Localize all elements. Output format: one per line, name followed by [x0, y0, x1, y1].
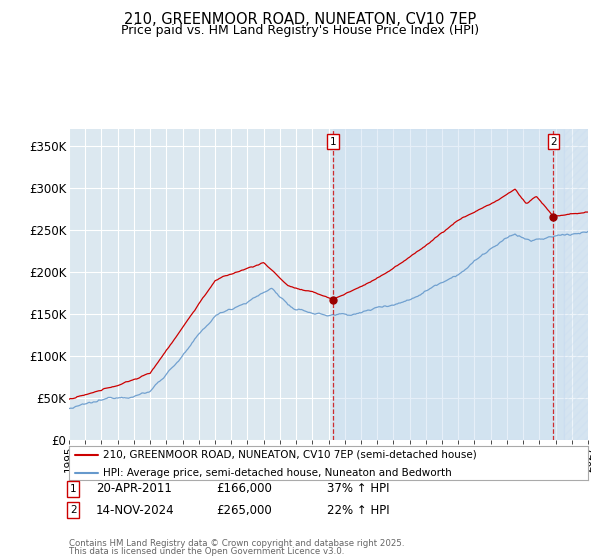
Text: HPI: Average price, semi-detached house, Nuneaton and Bedworth: HPI: Average price, semi-detached house,…	[103, 468, 451, 478]
Bar	[563, 129, 588, 440]
Text: £166,000: £166,000	[216, 482, 272, 496]
Text: 2: 2	[70, 505, 77, 515]
Text: Contains HM Land Registry data © Crown copyright and database right 2025.: Contains HM Land Registry data © Crown c…	[69, 539, 404, 548]
Text: This data is licensed under the Open Government Licence v3.0.: This data is licensed under the Open Gov…	[69, 547, 344, 556]
Text: Price paid vs. HM Land Registry's House Price Index (HPI): Price paid vs. HM Land Registry's House …	[121, 24, 479, 37]
Text: 14-NOV-2024: 14-NOV-2024	[96, 503, 175, 517]
Text: 210, GREENMOOR ROAD, NUNEATON, CV10 7EP (semi-detached house): 210, GREENMOOR ROAD, NUNEATON, CV10 7EP …	[103, 450, 476, 460]
Text: 1: 1	[330, 137, 337, 147]
Text: £265,000: £265,000	[216, 503, 272, 517]
Text: 20-APR-2011: 20-APR-2011	[96, 482, 172, 496]
Text: 22% ↑ HPI: 22% ↑ HPI	[327, 503, 389, 517]
Text: 210, GREENMOOR ROAD, NUNEATON, CV10 7EP: 210, GREENMOOR ROAD, NUNEATON, CV10 7EP	[124, 12, 476, 27]
Text: 2: 2	[550, 137, 557, 147]
Text: 37% ↑ HPI: 37% ↑ HPI	[327, 482, 389, 496]
Bar	[334, 129, 563, 440]
Text: 1: 1	[70, 484, 77, 494]
